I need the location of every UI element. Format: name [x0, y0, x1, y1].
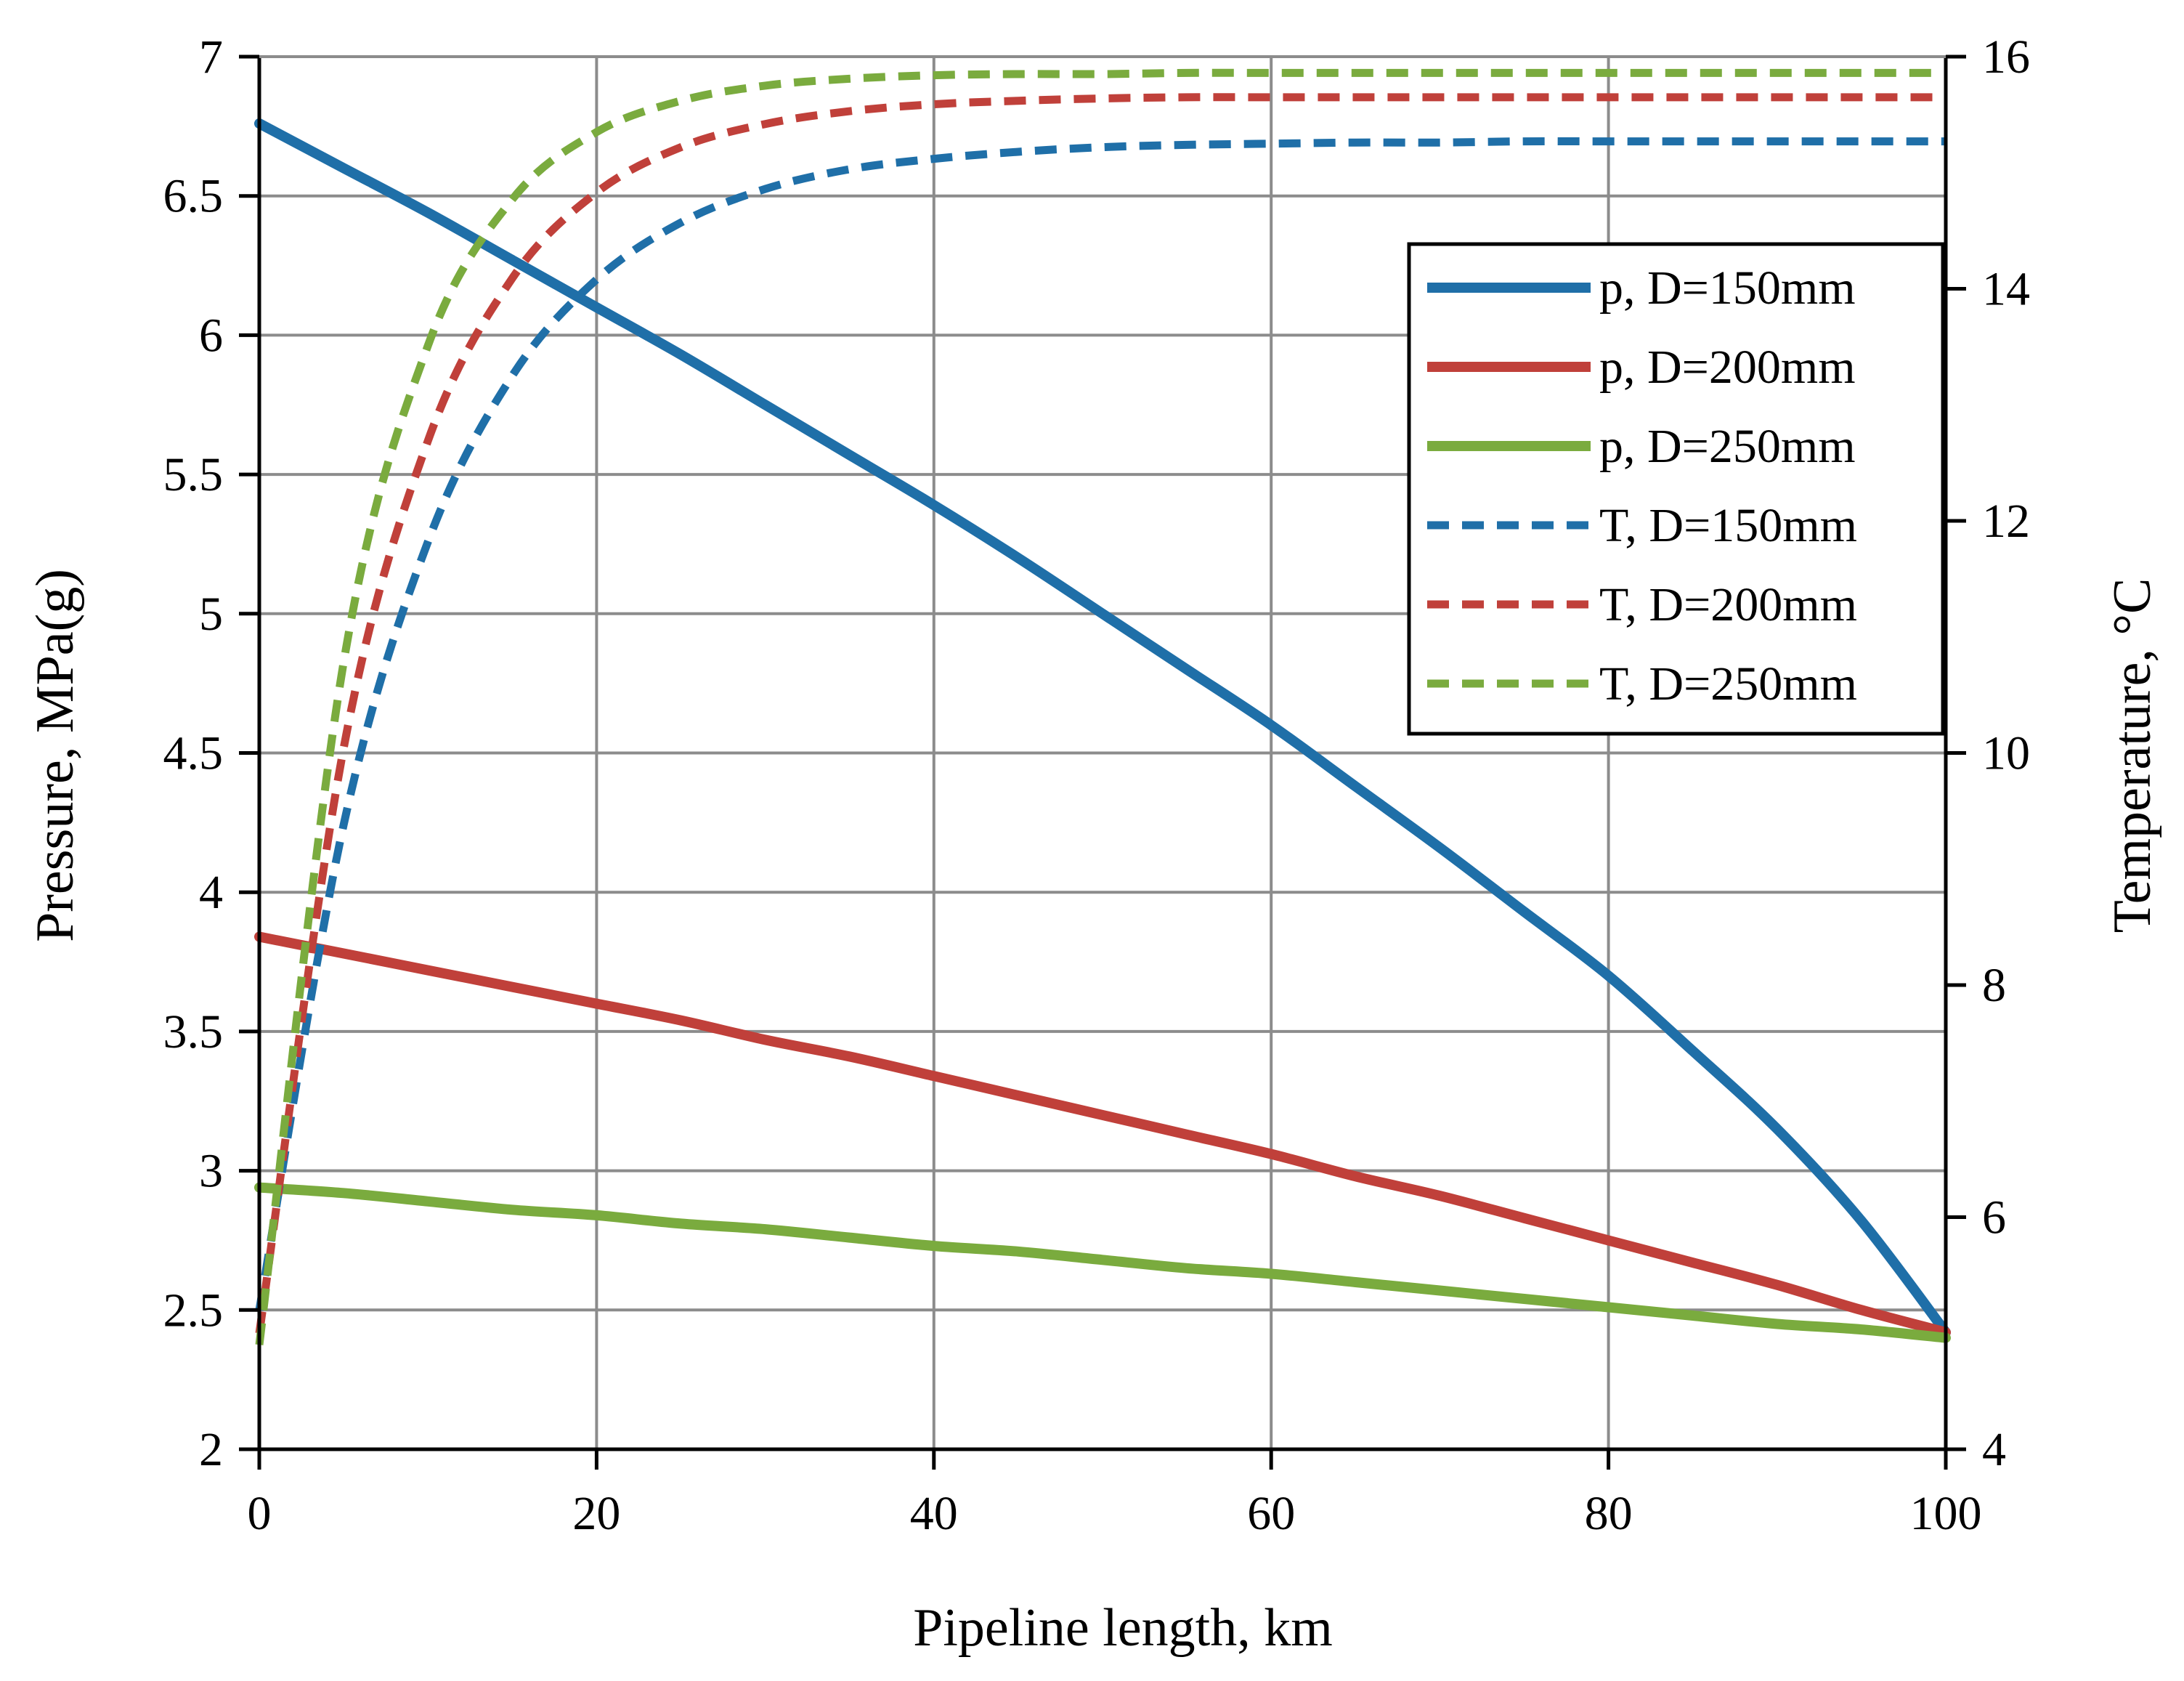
- y-axis-title: Pressure, MPa(g): [25, 569, 85, 942]
- x-axis-title: Pipeline length, km: [913, 1598, 1333, 1658]
- series-line: [255, 93, 1946, 1334]
- series-layer: [254, 68, 1951, 1345]
- y-tick-label: 5: [199, 588, 223, 641]
- y2-axis-title: Temperature, °C: [2103, 578, 2162, 933]
- x-tick-label: 0: [248, 1487, 272, 1540]
- y2-tick-label: 14: [1982, 263, 2030, 316]
- y2-tick-label: 10: [1982, 727, 2030, 780]
- y-tick-label: 4: [199, 866, 223, 919]
- y-tick-label: 6: [199, 309, 223, 362]
- series-line: [255, 68, 1946, 1345]
- y2-tick-label: 8: [1982, 959, 2006, 1012]
- y-tick-label: 3: [199, 1145, 223, 1198]
- series-line: [255, 137, 1946, 1311]
- series-line: [254, 931, 1951, 1337]
- legend-box: [1407, 242, 1945, 736]
- x-tick-label: 40: [910, 1487, 958, 1540]
- series-line: [254, 118, 1951, 1337]
- y-tick-label: 5.5: [163, 448, 224, 501]
- y2-tick-label: 4: [1982, 1423, 2006, 1476]
- legend-label: p, D=150mm: [1599, 262, 1856, 315]
- y2-tick-label: 12: [1982, 495, 2030, 548]
- x-tick-label: 100: [1910, 1487, 1982, 1540]
- x-tick-label: 60: [1247, 1487, 1295, 1540]
- y-tick-label: 7: [199, 31, 223, 84]
- y-tick-label: 4.5: [163, 727, 224, 780]
- y2-tick-label: 6: [1982, 1191, 2006, 1244]
- y-tick-label: 2.5: [163, 1284, 224, 1337]
- y-tick-label: 2: [199, 1423, 223, 1476]
- legend-label: T, D=150mm: [1599, 499, 1857, 552]
- y2-tick-label: 16: [1982, 31, 2030, 84]
- legend-label: p, D=200mm: [1599, 341, 1856, 394]
- y-tick-label: 3.5: [163, 1005, 224, 1058]
- axes: 0 20 40 60 80 100 2 2.5 3 3.5 4 4.5 5 5.5 6 6.5 7 4 6 8 10 12…: [163, 31, 2031, 1540]
- legend-label: T, D=200mm: [1599, 578, 1857, 631]
- y-tick-label: 6.5: [163, 170, 224, 223]
- x-tick-label: 80: [1585, 1487, 1633, 1540]
- x-tick-label: 20: [572, 1487, 620, 1540]
- series-line: [254, 1182, 1951, 1343]
- legend-label: T, D=250mm: [1599, 657, 1857, 710]
- legend-label: p, D=250mm: [1599, 420, 1856, 473]
- legend: p, D=150mm p, D=200mm p, D=250mm T, D=150mm…: [1407, 242, 1945, 736]
